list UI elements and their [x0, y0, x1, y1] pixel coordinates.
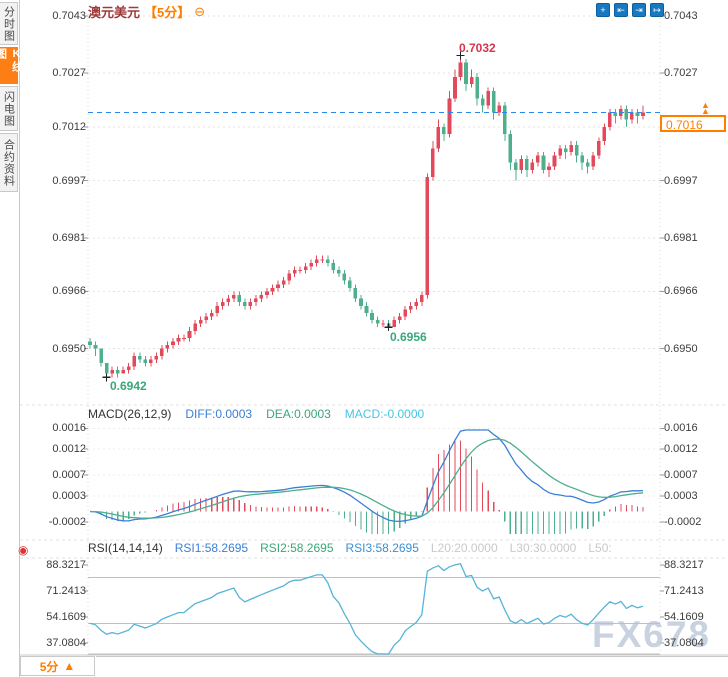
rsi-axis-label-right-0: 88.3217	[664, 559, 704, 571]
high-price-annotation: 0.7032	[459, 41, 496, 55]
sidebar-item-kline-chart[interactable]: K线图	[0, 47, 23, 84]
chart-title: 澳元美元 【5分】 ⊖	[88, 2, 205, 21]
price-axis-label-left-0: 0.7043	[52, 10, 86, 22]
rsi-l30-value: L30:30.0000	[509, 541, 577, 555]
rsi-settings-icon[interactable]: ◉	[18, 543, 29, 557]
rsi-axis-label-right-2: 54.1609	[664, 611, 704, 623]
sidebar-item-lightning-chart[interactable]: 闪电图	[0, 86, 18, 131]
current-price-badge: 0.7016	[660, 115, 726, 132]
price-axis-label-left-3: 0.6997	[52, 174, 86, 187]
price-axis-label-left-6: 0.6950	[52, 342, 86, 355]
price-up-arrow-icon-2: ▲	[701, 106, 710, 116]
collapse-icon[interactable]: ⊖	[194, 4, 206, 19]
macd-axis-label-right-3: 0.0003	[664, 489, 698, 502]
rsi2-value: RSI2:58.2695	[260, 541, 334, 555]
rsi-axis-label-left-0: 88.3217	[46, 559, 86, 571]
rsi-l50-value: L50:	[588, 541, 612, 555]
symbol-name: 澳元美元	[88, 5, 141, 20]
price-axis-label-right-1: 0.7027	[664, 67, 698, 80]
sidebar-item-contract-info[interactable]: 合约资料	[0, 133, 18, 192]
chart-toolbar: + ⇤ ⇥ ↦	[596, 3, 664, 17]
macd-axis-label-left-4: -0.0002	[48, 515, 86, 528]
macd-axis-label-right-4: -0.0002	[664, 515, 702, 528]
rsi-axis-label-right-3: 37.0804	[664, 637, 704, 649]
price-axis-label-left-1: 0.7027	[52, 67, 86, 80]
pan-crosshair-icon[interactable]: +	[596, 3, 610, 17]
macd-axis-label-left-0: 0.0016	[52, 422, 86, 435]
macd-axis-label-left-2: 0.0007	[52, 469, 86, 482]
footer-divider	[96, 656, 728, 657]
price-axis-label-right-0: 0.7043	[664, 10, 698, 22]
macd-axis-label-left-1: 0.0012	[52, 443, 86, 456]
macd-header: MACD(26,12,9) DIFF:0.0003 DEA:0.0003 MAC…	[88, 407, 424, 421]
scale-compress-icon[interactable]: ⇤	[614, 3, 628, 17]
price-up-arrow-icon: ▲	[701, 100, 710, 110]
macd-axis-label-left-3: 0.0003	[52, 489, 86, 502]
macd-name: MACD(26,12,9)	[88, 407, 172, 421]
macd-axis-label-right-0: 0.0016	[664, 422, 698, 435]
price-axis-label-right-5: 0.6966	[664, 285, 698, 298]
rsi-l20-value: L20:20.0000	[430, 541, 498, 555]
timeframe-selector[interactable]: 5分 ▲	[20, 656, 95, 676]
price-axis-label-left-2: 0.7012	[52, 120, 86, 133]
sidebar-item-time-chart[interactable]: 分时图	[0, 2, 18, 45]
price-axis-label-right-4: 0.6981	[664, 231, 698, 244]
low-price-annotation-1: 0.6942	[110, 379, 147, 393]
macd-axis-label-right-2: 0.0007	[664, 469, 698, 482]
rsi-axis-label-right-1: 71.2413	[664, 585, 704, 597]
price-axis-label-left-4: 0.6981	[52, 231, 86, 244]
timeframe-selector-label: 5分	[39, 659, 59, 674]
low-price-annotation-2: 0.6956	[390, 330, 427, 344]
price-axis-label-right-6: 0.6950	[664, 342, 698, 355]
watermark: FX678	[592, 614, 712, 655]
rsi-axis-label-left-1: 71.2413	[46, 585, 86, 597]
timeframe-dropdown-arrow-icon: ▲	[63, 659, 76, 673]
rsi3-value: RSI3:58.2695	[345, 541, 419, 555]
rsi-header: RSI(14,14,14) RSI1:58.2695 RSI2:58.2695 …	[88, 541, 612, 555]
scale-expand-icon[interactable]: ⇥	[632, 3, 646, 17]
price-axis-label-right-3: 0.6997	[664, 174, 698, 187]
macd-axis-label-right-1: 0.0012	[664, 443, 698, 456]
rsi-axis-label-left-3: 37.0804	[46, 637, 86, 649]
macd-diff-value: DIFF:0.0003	[185, 407, 253, 421]
macd-macd-value: MACD:-0.0000	[344, 407, 425, 421]
price-axis-label-left-5: 0.6966	[52, 285, 86, 298]
jump-to-latest-icon[interactable]: ↦	[650, 3, 664, 17]
rsi-axis-label-left-2: 54.1609	[46, 611, 86, 623]
timeframe-label: 【5分】	[144, 5, 191, 20]
macd-dea-value: DEA:0.0003	[266, 407, 331, 421]
rsi1-value: RSI1:58.2695	[174, 541, 249, 555]
rsi-name: RSI(14,14,14)	[88, 541, 163, 555]
